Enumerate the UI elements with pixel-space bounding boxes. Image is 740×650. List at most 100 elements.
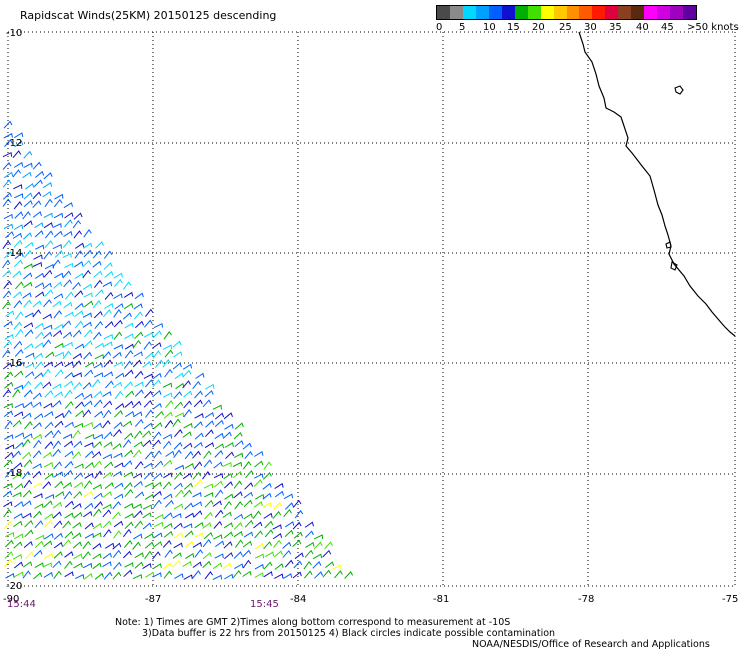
wind-barb xyxy=(64,389,73,399)
wind-barb xyxy=(34,282,45,289)
wind-barb xyxy=(62,331,73,339)
wind-barb xyxy=(172,340,182,348)
wind-barb xyxy=(84,329,93,338)
wind-barb xyxy=(123,528,132,538)
wind-barb xyxy=(233,513,244,520)
wind-barb xyxy=(152,572,162,578)
wind-barb xyxy=(153,532,163,539)
lat-label: -18 xyxy=(6,468,22,479)
wind-barb xyxy=(43,461,54,468)
wind-barb xyxy=(93,372,104,378)
wind-barb xyxy=(54,323,64,330)
wind-barb xyxy=(22,512,32,519)
wind-barb xyxy=(84,369,94,377)
wind-barb xyxy=(54,361,64,368)
wind-barb xyxy=(183,390,193,398)
wind-barb xyxy=(43,331,53,339)
wind-barb xyxy=(274,573,284,579)
wind-barb xyxy=(23,281,33,289)
wind-barb xyxy=(64,262,74,269)
wind-barb xyxy=(32,392,42,400)
wind-barb xyxy=(253,521,263,529)
legend-swatch xyxy=(437,6,450,19)
wind-barb xyxy=(2,362,13,370)
wind-barb xyxy=(164,368,173,378)
legend-label: 15 xyxy=(507,22,520,33)
wind-barb xyxy=(294,509,304,519)
coastline xyxy=(578,31,736,337)
wind-barb xyxy=(74,272,84,280)
wind-barb xyxy=(2,240,11,249)
wind-barb xyxy=(102,503,112,510)
wind-barb xyxy=(163,472,173,479)
wind-barb xyxy=(104,461,114,469)
wind-barb xyxy=(144,482,154,488)
wind-barb xyxy=(104,321,114,329)
wind-barb xyxy=(223,541,233,549)
wind-barb xyxy=(54,272,64,279)
wind-barb xyxy=(152,372,162,380)
wind-barb xyxy=(74,290,84,298)
wind-barb xyxy=(2,259,11,269)
wind-barb xyxy=(14,432,25,438)
wind-barb xyxy=(22,451,32,460)
wind-barb xyxy=(72,541,82,549)
wind-barb xyxy=(284,502,294,510)
wind-barb xyxy=(84,502,94,510)
wind-barb xyxy=(3,403,13,409)
wind-barb xyxy=(72,532,82,540)
wind-barb xyxy=(42,381,52,389)
wind-barb xyxy=(192,471,202,480)
wind-barb xyxy=(84,450,95,458)
wind-barb xyxy=(242,559,252,569)
wind-barb xyxy=(332,564,342,570)
wind-barb xyxy=(223,472,233,480)
wind-barb xyxy=(192,380,201,390)
wind-barb xyxy=(14,533,24,540)
wind-barb xyxy=(122,312,132,320)
wind-barb xyxy=(2,179,12,188)
wind-barb xyxy=(234,440,244,447)
credit-line: NOAA/NESDIS/Office of Research and Appli… xyxy=(472,639,710,650)
wind-barb xyxy=(23,150,33,159)
wind-barb xyxy=(84,442,94,448)
wind-barb xyxy=(304,530,314,538)
wind-barb xyxy=(102,351,112,360)
wind-barb xyxy=(193,461,203,470)
wind-barb xyxy=(12,450,21,459)
wind-barb xyxy=(164,499,174,508)
wind-barb xyxy=(82,409,92,418)
wind-barb xyxy=(152,439,161,448)
wind-barb xyxy=(192,492,202,498)
wind-barb xyxy=(223,412,233,420)
legend-swatch xyxy=(514,6,528,19)
wind-barb xyxy=(153,472,163,480)
wind-barb xyxy=(64,212,74,219)
wind-barb xyxy=(305,542,315,548)
wind-barb xyxy=(2,269,12,278)
wind-barb xyxy=(213,473,224,479)
wind-barb xyxy=(124,343,135,350)
wind-barb xyxy=(174,412,185,418)
wind-barb xyxy=(75,401,85,409)
wind-barb xyxy=(162,359,171,368)
wind-barb xyxy=(233,452,244,459)
legend-swatch xyxy=(631,6,645,19)
wind-barb xyxy=(204,390,214,398)
wind-barb xyxy=(13,462,23,470)
wind-barb xyxy=(215,540,225,548)
wind-barb xyxy=(13,161,24,168)
wind-barb xyxy=(194,549,204,558)
wind-barb xyxy=(52,501,63,509)
wind-barb xyxy=(83,510,93,518)
wind-barb xyxy=(163,459,173,467)
wind-barb xyxy=(112,549,122,559)
wind-barb xyxy=(122,420,133,428)
legend-label: 10 xyxy=(483,22,496,33)
wind-barb xyxy=(193,399,203,408)
wind-barb xyxy=(102,552,112,560)
wind-barb xyxy=(194,413,204,419)
wind-barb xyxy=(124,513,134,519)
wind-barb xyxy=(34,540,44,549)
wind-barb xyxy=(102,453,113,460)
